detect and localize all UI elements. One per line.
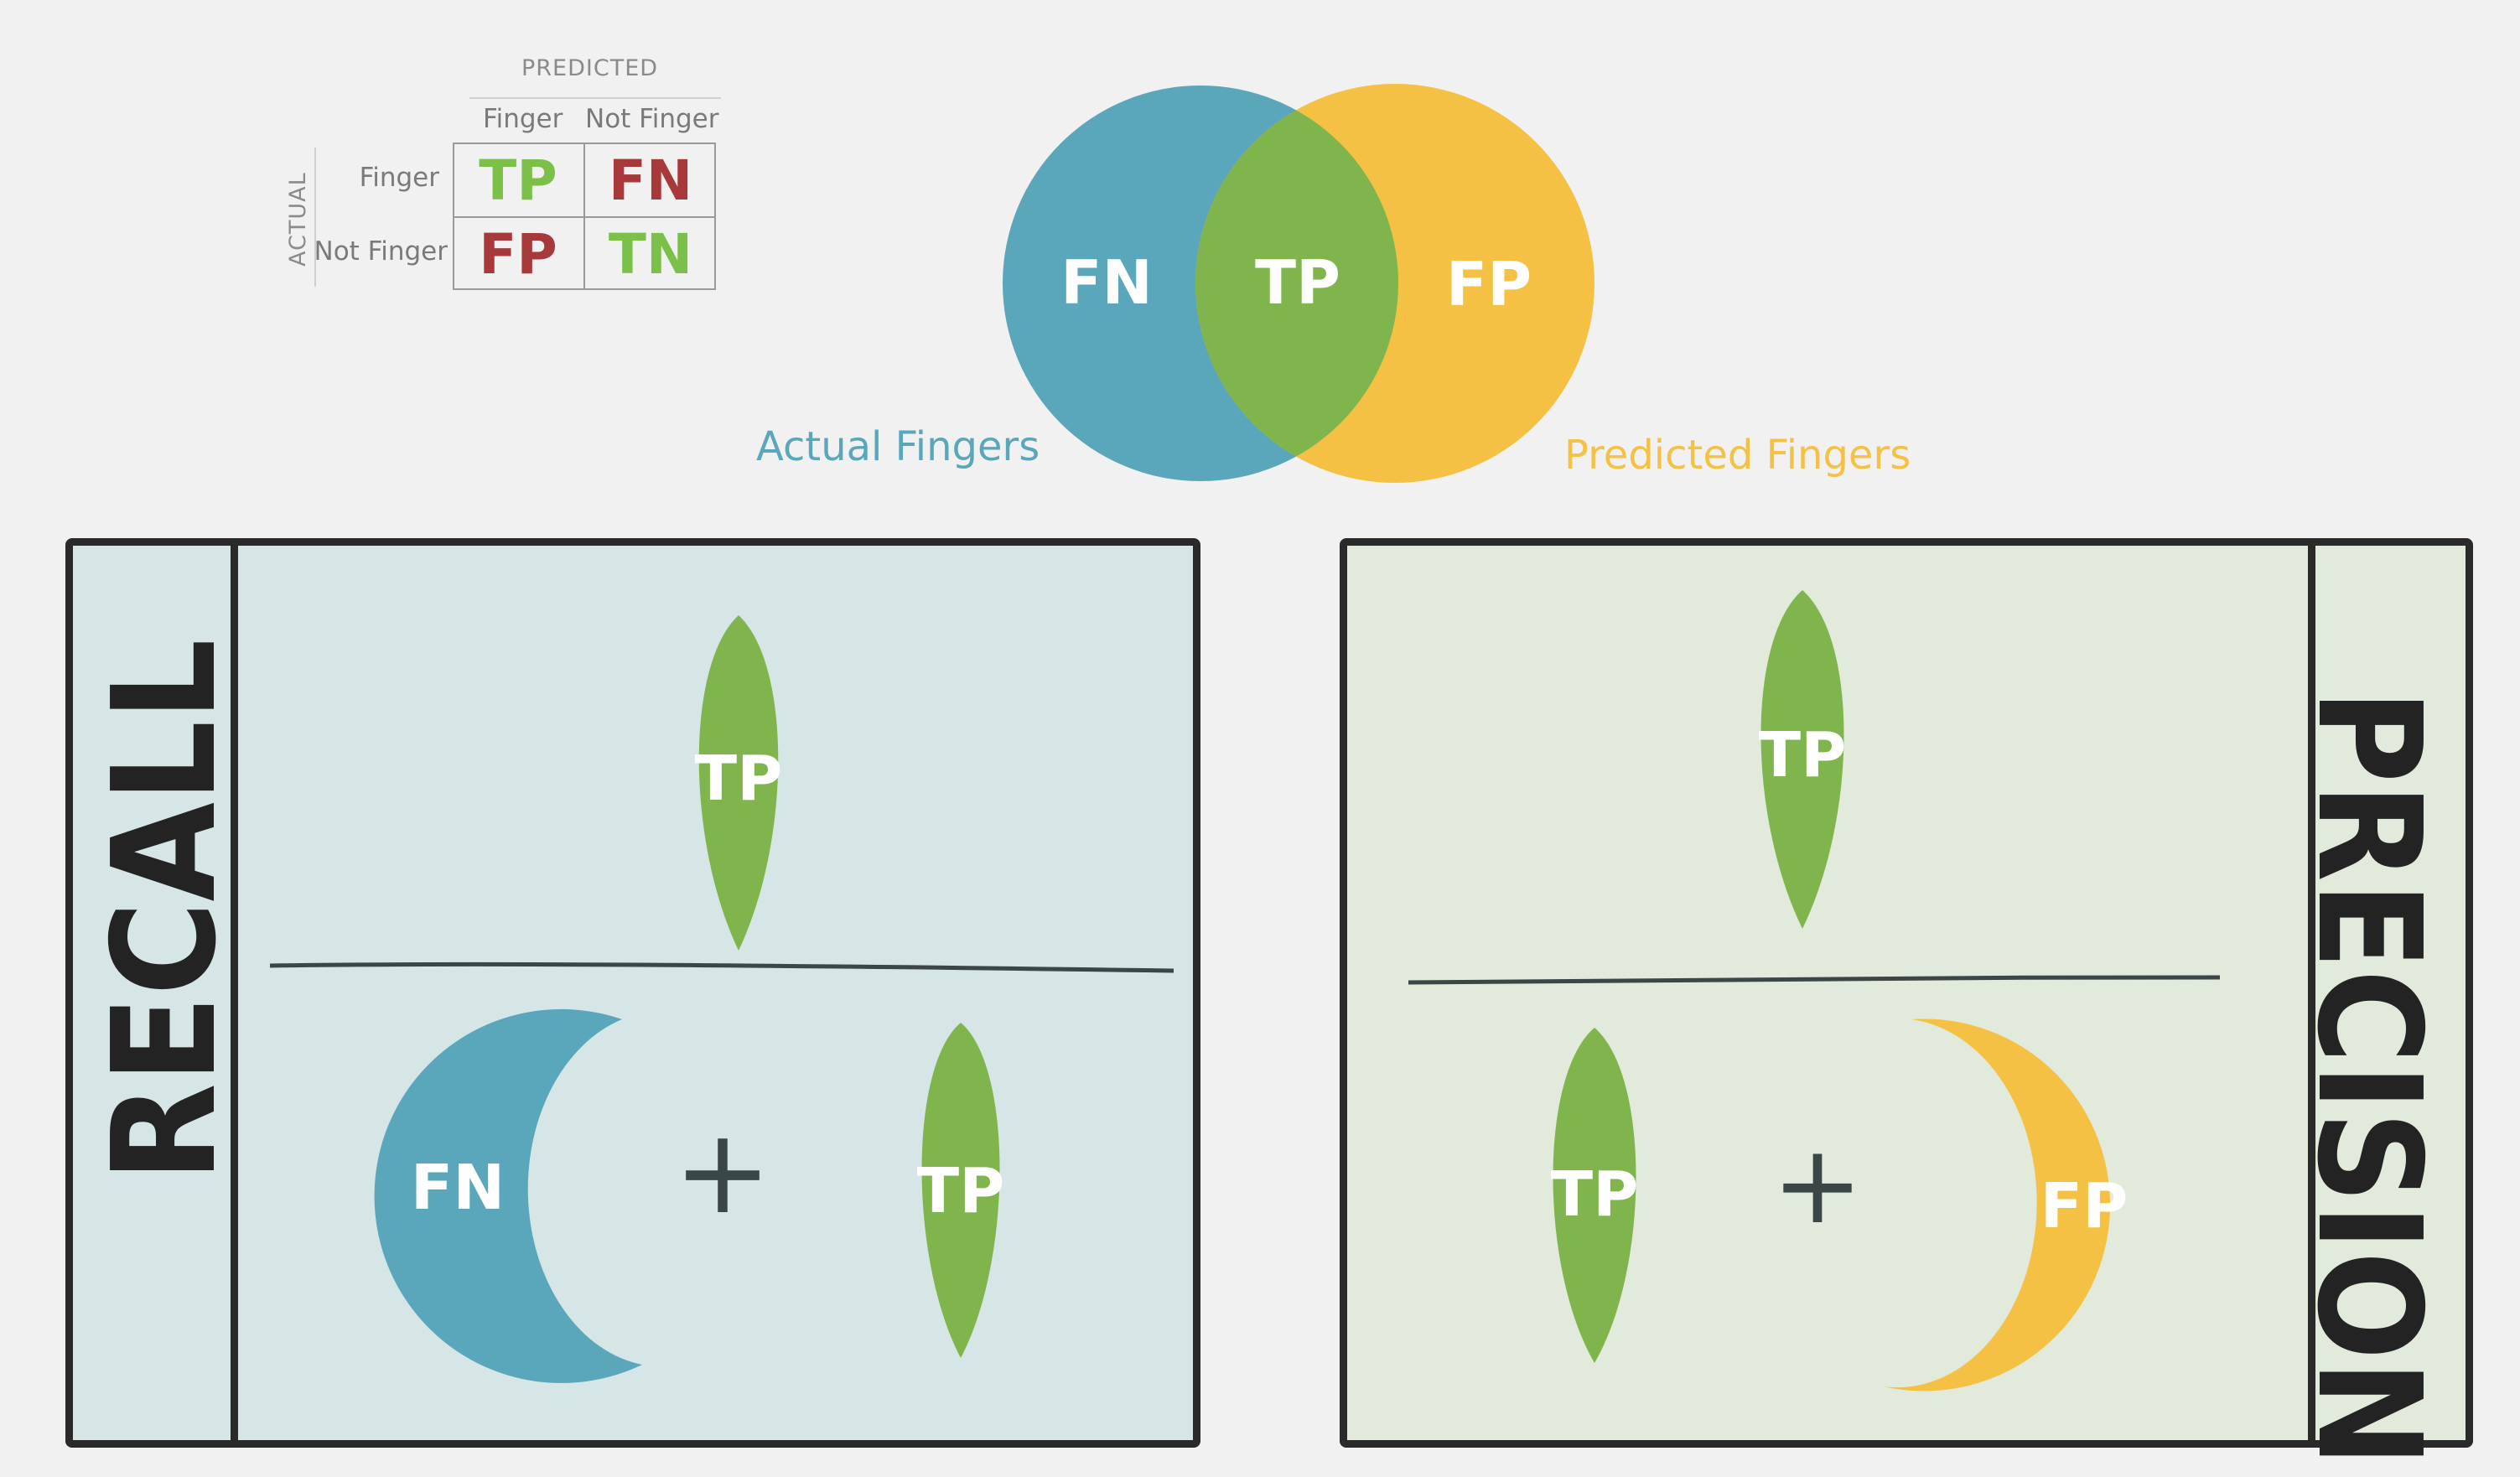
predicted-fingers-caption: Predicted Fingers xyxy=(1564,432,1911,479)
recall-numerator-tp-shape xyxy=(698,615,779,951)
actual-fingers-caption: Actual Fingers xyxy=(756,423,1040,470)
precision-numerator-tp-shape xyxy=(1760,590,1844,929)
recall-plus-sign: + xyxy=(673,1104,771,1241)
precision-numerator-tp-label: TP xyxy=(1759,719,1847,791)
recall-denominator-fn-label: FN xyxy=(411,1152,505,1224)
col-label-finger: Finger xyxy=(483,104,563,134)
recall-denominator-tp-shape xyxy=(921,1023,1000,1358)
precision-denominator-fp-label: FP xyxy=(2040,1170,2129,1242)
recall-denominator-fn-shape xyxy=(374,1008,642,1383)
recall-denominator-tp-label: TP xyxy=(917,1155,1005,1227)
row-label-not-finger: Not Finger xyxy=(314,236,449,267)
recall-divider xyxy=(231,546,238,1440)
precision-divider xyxy=(2308,546,2315,1440)
cell-fp: FP xyxy=(479,221,557,287)
actual-rule xyxy=(314,148,316,287)
precision-denominator-fp-shape xyxy=(1883,1018,2111,1391)
precision-formula: TP TP + FP xyxy=(1408,590,2221,1391)
precision-plus-sign: + xyxy=(1772,1121,1864,1248)
venn-fn-label: FN xyxy=(1060,247,1152,318)
row-label-finger: Finger xyxy=(359,163,439,193)
recall-panel xyxy=(65,538,1200,1448)
precision-panel xyxy=(1340,538,2473,1448)
cell-tp: TP xyxy=(479,148,557,213)
recall-numerator-tp-label: TP xyxy=(695,743,783,815)
precision-denominator-tp-label: TP xyxy=(1551,1158,1639,1231)
cell-fn: FN xyxy=(608,148,693,213)
cell-tn: TN xyxy=(608,221,693,287)
venn-fp-label: FP xyxy=(1446,249,1532,319)
col-label-not-finger: Not Finger xyxy=(585,104,719,134)
venn-overlap xyxy=(1195,86,1398,481)
matrix-hline xyxy=(453,216,716,218)
predicted-header: PREDICTED xyxy=(521,55,659,81)
recall-formula: TP FN + TP xyxy=(269,615,1174,1383)
venn-tp-label: TP xyxy=(1255,247,1340,318)
precision-denominator-tp-shape xyxy=(1553,1028,1636,1363)
recall-fraction-line xyxy=(269,961,1174,973)
venn-diagram: FN TP FP xyxy=(1003,84,1594,483)
precision-fraction-line xyxy=(1408,975,2221,985)
predicted-rule xyxy=(469,97,721,99)
